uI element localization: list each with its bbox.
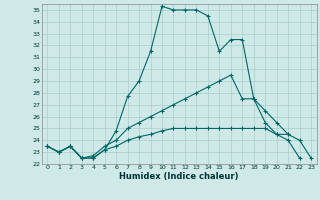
X-axis label: Humidex (Indice chaleur): Humidex (Indice chaleur) bbox=[119, 172, 239, 181]
